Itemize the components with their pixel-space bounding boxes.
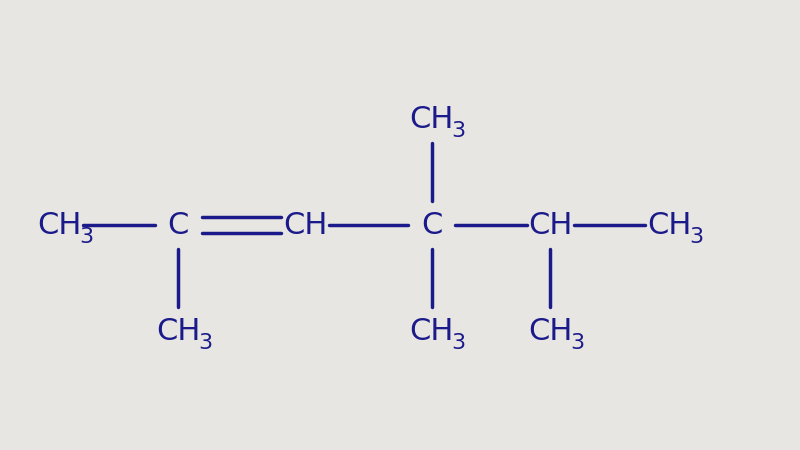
Text: CH: CH: [528, 211, 573, 239]
Text: CH: CH: [283, 211, 327, 239]
Text: 3: 3: [570, 333, 584, 353]
Text: CH: CH: [410, 316, 454, 346]
Text: CH: CH: [647, 211, 691, 239]
Text: C: C: [421, 211, 442, 239]
Text: CH: CH: [528, 316, 573, 346]
Text: 3: 3: [79, 227, 94, 248]
Text: C: C: [168, 211, 189, 239]
Text: CH: CH: [410, 104, 454, 134]
Text: 3: 3: [451, 122, 466, 141]
Text: 3: 3: [689, 227, 703, 248]
Text: CH: CH: [38, 211, 82, 239]
Text: 3: 3: [198, 333, 212, 353]
Text: CH: CH: [156, 316, 201, 346]
Text: 3: 3: [451, 333, 466, 353]
